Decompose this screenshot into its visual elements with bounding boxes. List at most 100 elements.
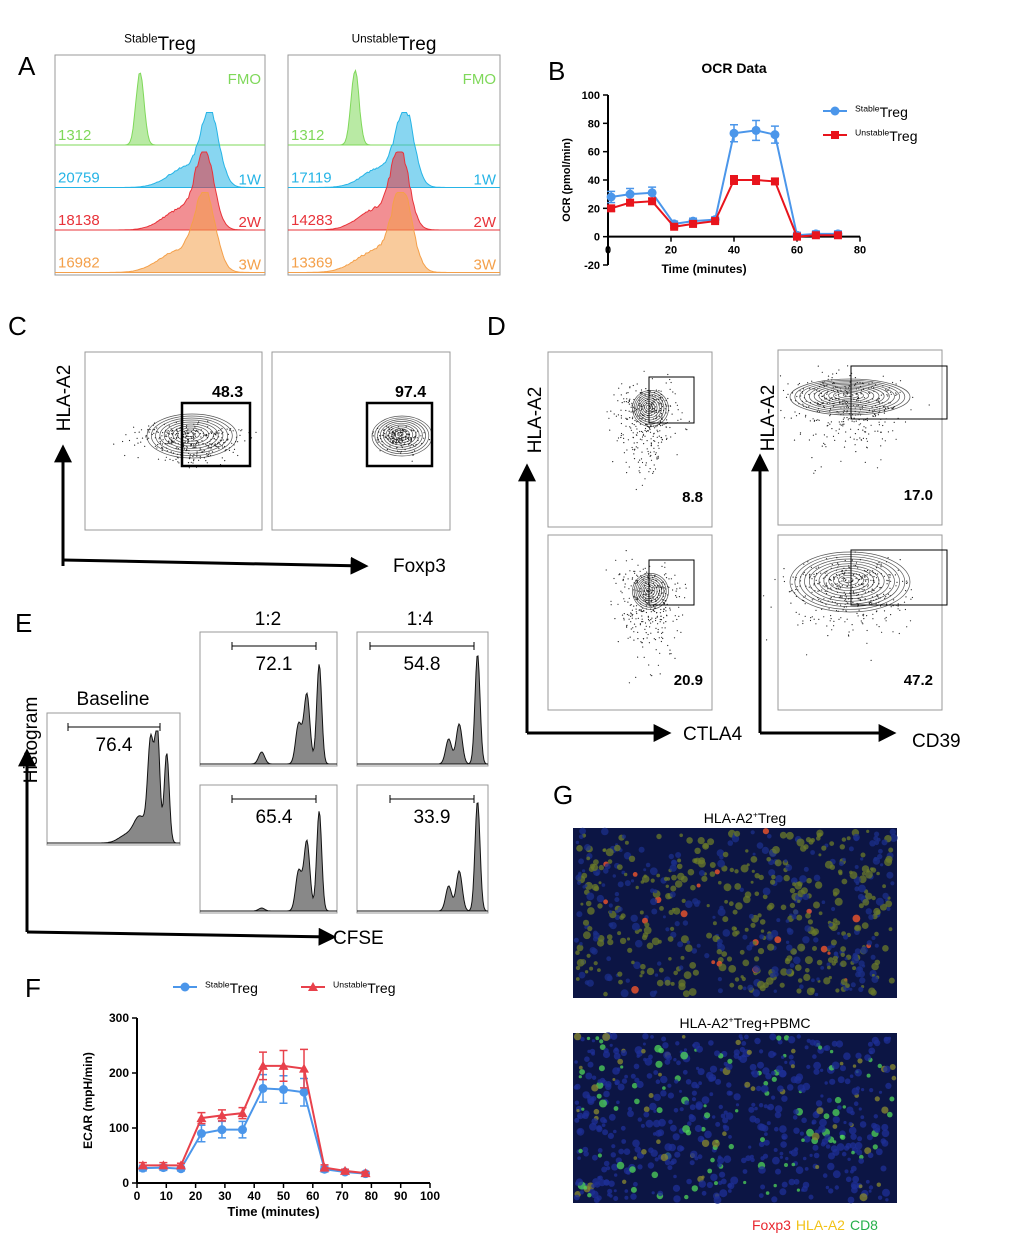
- cell: [690, 884, 696, 891]
- panel-letter: C: [8, 311, 27, 341]
- cell: [864, 1147, 872, 1155]
- event-dot: [222, 431, 224, 433]
- event-dot: [637, 656, 639, 658]
- event-dot: [635, 408, 638, 410]
- event-dot: [615, 415, 618, 417]
- cell: [603, 991, 608, 997]
- event-dot: [782, 389, 785, 392]
- event-dot: [831, 428, 833, 430]
- cell: [687, 1121, 692, 1126]
- event-dot: [217, 446, 219, 448]
- event-dot: [826, 585, 828, 587]
- cell: [603, 1048, 609, 1054]
- cell: [608, 1180, 615, 1187]
- event-dot: [400, 452, 402, 454]
- event-dot: [649, 431, 652, 433]
- cell: [806, 877, 812, 884]
- event-dot: [658, 447, 660, 449]
- stain-legend-item: CD8: [850, 1217, 878, 1233]
- event-dot: [190, 436, 192, 438]
- cell: [883, 1036, 889, 1042]
- cell: [778, 1069, 787, 1078]
- event-dot: [848, 635, 850, 637]
- event-dot: [163, 423, 165, 425]
- data-point: [793, 232, 801, 241]
- event-dot: [379, 450, 381, 452]
- event-dot: [654, 574, 656, 576]
- event-dot: [813, 598, 815, 600]
- cell: [640, 963, 646, 970]
- plot-title: StableTreg: [124, 32, 196, 55]
- cell: [771, 1196, 778, 1203]
- data-point: [606, 192, 616, 202]
- event-dot: [844, 401, 846, 403]
- cell: [722, 929, 731, 937]
- event-dot: [372, 435, 374, 437]
- event-dot: [868, 603, 871, 605]
- event-dot: [826, 558, 828, 560]
- event-dot: [623, 442, 625, 444]
- cell: [577, 1156, 581, 1160]
- event-dot: [195, 440, 197, 442]
- cell: [574, 1117, 580, 1123]
- contour-line: [794, 379, 906, 414]
- event-dot: [156, 431, 158, 433]
- event-dot: [877, 414, 880, 416]
- cell: [865, 870, 873, 879]
- event-dot: [815, 419, 818, 421]
- data-point: [752, 176, 761, 184]
- event-dot: [853, 421, 855, 423]
- cell: [733, 1053, 740, 1059]
- cell: [754, 1106, 758, 1111]
- event-dot: [642, 579, 644, 581]
- event-dot: [156, 447, 158, 449]
- event-dot: [405, 426, 407, 428]
- event-dot: [192, 447, 194, 449]
- event-dot: [862, 383, 864, 385]
- cell: [867, 1152, 874, 1159]
- event-dot: [630, 429, 633, 431]
- event-dot: [871, 406, 873, 408]
- event-dot: [892, 430, 894, 432]
- event-dot: [147, 428, 149, 431]
- cell: [729, 867, 734, 873]
- cell: [674, 1079, 679, 1084]
- event-dot: [387, 434, 389, 436]
- event-dot: [791, 392, 794, 394]
- event-dot: [640, 389, 643, 391]
- cell: [870, 954, 876, 960]
- event-dot: [823, 598, 825, 600]
- event-dot: [644, 622, 647, 624]
- cell: [576, 911, 583, 918]
- event-dot: [653, 404, 655, 406]
- event-dot: [846, 618, 848, 620]
- event-dot: [171, 440, 173, 443]
- event-dot: [665, 573, 667, 575]
- event-dot: [377, 439, 379, 441]
- event-dot: [396, 450, 398, 452]
- event-dot: [787, 383, 789, 385]
- event-dot: [193, 444, 195, 446]
- cell: [830, 939, 837, 946]
- event-dot: [860, 620, 862, 622]
- cell: [781, 1095, 788, 1102]
- plot-frame: [547, 351, 713, 528]
- cell: [832, 1109, 840, 1117]
- event-dot: [872, 411, 874, 413]
- cell: [613, 1189, 617, 1193]
- event-dot: [168, 442, 170, 444]
- cell: [774, 1105, 783, 1113]
- text-part: Treg: [398, 34, 436, 55]
- event-dot: [845, 395, 847, 397]
- event-dot: [214, 443, 216, 445]
- cell: [812, 946, 817, 951]
- cell: [796, 914, 803, 921]
- event-dot: [128, 439, 131, 442]
- event-dot: [635, 589, 637, 591]
- event-dot: [854, 410, 856, 413]
- cell: [641, 934, 648, 941]
- cell: [613, 1196, 619, 1201]
- cell: [609, 1194, 613, 1198]
- event-dot: [660, 619, 663, 621]
